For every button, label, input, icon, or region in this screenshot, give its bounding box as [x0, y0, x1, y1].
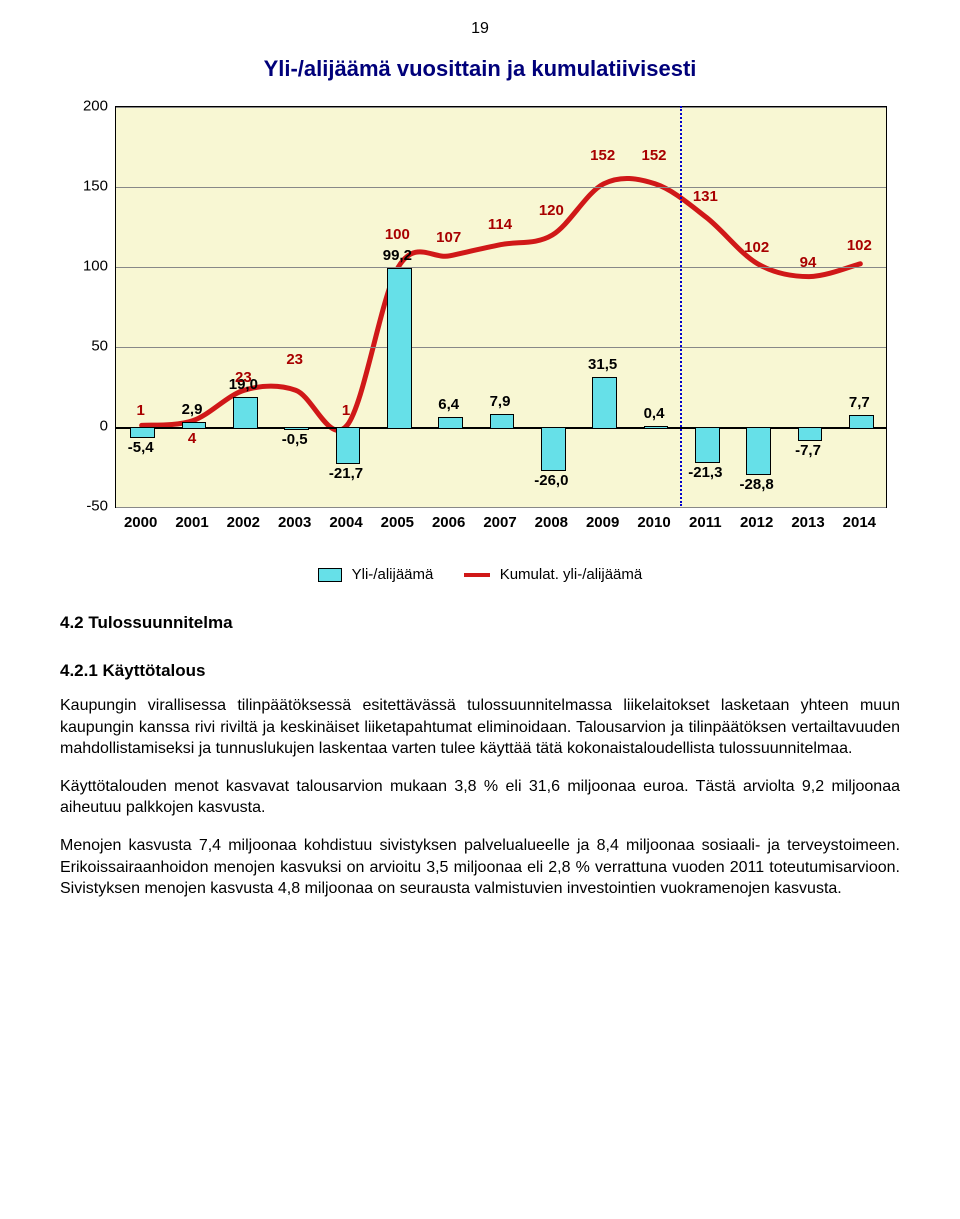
bar-value-label: 0,4: [644, 405, 665, 422]
bar-value-label: -28,8: [740, 476, 774, 493]
bar: [695, 427, 720, 463]
bar: [438, 417, 463, 429]
bar: [130, 427, 155, 438]
page-number: 19: [60, 20, 900, 38]
line-value-label: 94: [800, 254, 817, 271]
gridline: [116, 107, 886, 108]
line-value-label: 23: [286, 351, 303, 368]
line-value-label: 23: [235, 369, 252, 386]
bar-value-label: -7,7: [795, 442, 821, 459]
legend-bar-label: Yli-/alijäämä: [352, 566, 434, 583]
bar: [284, 427, 309, 430]
bar: [798, 427, 823, 441]
line-value-label: 4: [188, 430, 196, 447]
line-value-label: 1: [136, 402, 144, 419]
bar: [746, 427, 771, 475]
legend-line-swatch: [464, 573, 490, 577]
bar: [541, 427, 566, 471]
x-tick-label: 2011: [689, 514, 722, 531]
section-heading-4-2-1: 4.2.1 Käyttötalous: [60, 661, 900, 681]
line-value-label: 152: [590, 147, 615, 164]
bar-value-label: -0,5: [282, 431, 308, 448]
bar-value-label: -26,0: [534, 472, 568, 489]
line-value-label: 102: [744, 239, 769, 256]
x-tick-label: 2010: [637, 514, 670, 531]
bar: [490, 414, 515, 429]
x-tick-label: 2001: [175, 514, 208, 531]
x-tick-label: 2000: [124, 514, 157, 531]
line-value-label: 1: [342, 402, 350, 419]
paragraph-2: Käyttötalouden menot kasvavat talousarvi…: [60, 776, 900, 819]
plot-area: -50050100150200-5,420002,9200119,02002-0…: [60, 96, 900, 556]
bar-value-label: -5,4: [128, 439, 154, 456]
x-tick-label: 2005: [381, 514, 414, 531]
y-tick-label: 50: [60, 338, 108, 355]
bar-value-label: -21,3: [688, 464, 722, 481]
bar-value-label: 31,5: [588, 356, 617, 373]
chart-title: Yli-/alijäämä vuosittain ja kumulatiivis…: [60, 56, 900, 82]
bar-value-label: -21,7: [329, 465, 363, 482]
legend-line-label: Kumulat. yli-/alijäämä: [500, 566, 643, 583]
x-tick-label: 2003: [278, 514, 311, 531]
bar-value-label: 6,4: [438, 396, 459, 413]
chart-container: Yli-/alijäämä vuosittain ja kumulatiivis…: [60, 56, 900, 583]
bar: [387, 268, 412, 429]
paragraph-3: Menojen kasvusta 7,4 miljoonaa kohdistuu…: [60, 835, 900, 900]
bar-value-label: 7,7: [849, 394, 870, 411]
gridline: [116, 347, 886, 348]
y-tick-label: 150: [60, 178, 108, 195]
x-tick-label: 2004: [329, 514, 362, 531]
line-value-label: 114: [488, 216, 512, 233]
forecast-divider: [680, 106, 682, 506]
plot-inner: [115, 106, 887, 508]
bar: [849, 415, 874, 429]
bar: [182, 422, 207, 429]
x-tick-label: 2008: [535, 514, 568, 531]
gridline: [116, 507, 886, 508]
bar: [233, 397, 258, 429]
y-tick-label: 200: [60, 98, 108, 115]
x-tick-label: 2012: [740, 514, 773, 531]
bar-value-label: 7,9: [490, 393, 511, 410]
bar: [336, 427, 361, 464]
bar: [644, 426, 669, 429]
section-heading-4-2: 4.2 Tulossuunnitelma: [60, 613, 900, 633]
x-tick-label: 2013: [791, 514, 824, 531]
bar: [592, 377, 617, 429]
line-value-label: 107: [436, 229, 461, 246]
y-tick-label: -50: [60, 498, 108, 515]
gridline: [116, 267, 886, 268]
line-value-label: 152: [641, 147, 666, 164]
paragraph-1: Kaupungin virallisessa tilinpäätöksessä …: [60, 695, 900, 760]
bar-value-label: 2,9: [182, 401, 203, 418]
x-tick-label: 2002: [227, 514, 260, 531]
legend: Yli-/alijäämä Kumulat. yli-/alijäämä: [60, 566, 900, 583]
line-value-label: 102: [847, 237, 872, 254]
legend-bar-swatch: [318, 568, 342, 582]
y-tick-label: 100: [60, 258, 108, 275]
x-tick-label: 2009: [586, 514, 619, 531]
x-tick-label: 2006: [432, 514, 465, 531]
line-value-label: 131: [693, 188, 718, 205]
line-value-label: 120: [539, 202, 564, 219]
y-tick-label: 0: [60, 418, 108, 435]
bar-value-label: 99,2: [383, 247, 412, 264]
x-tick-label: 2007: [483, 514, 516, 531]
x-tick-label: 2014: [843, 514, 876, 531]
line-value-label: 100: [385, 226, 410, 243]
gridline: [116, 187, 886, 188]
